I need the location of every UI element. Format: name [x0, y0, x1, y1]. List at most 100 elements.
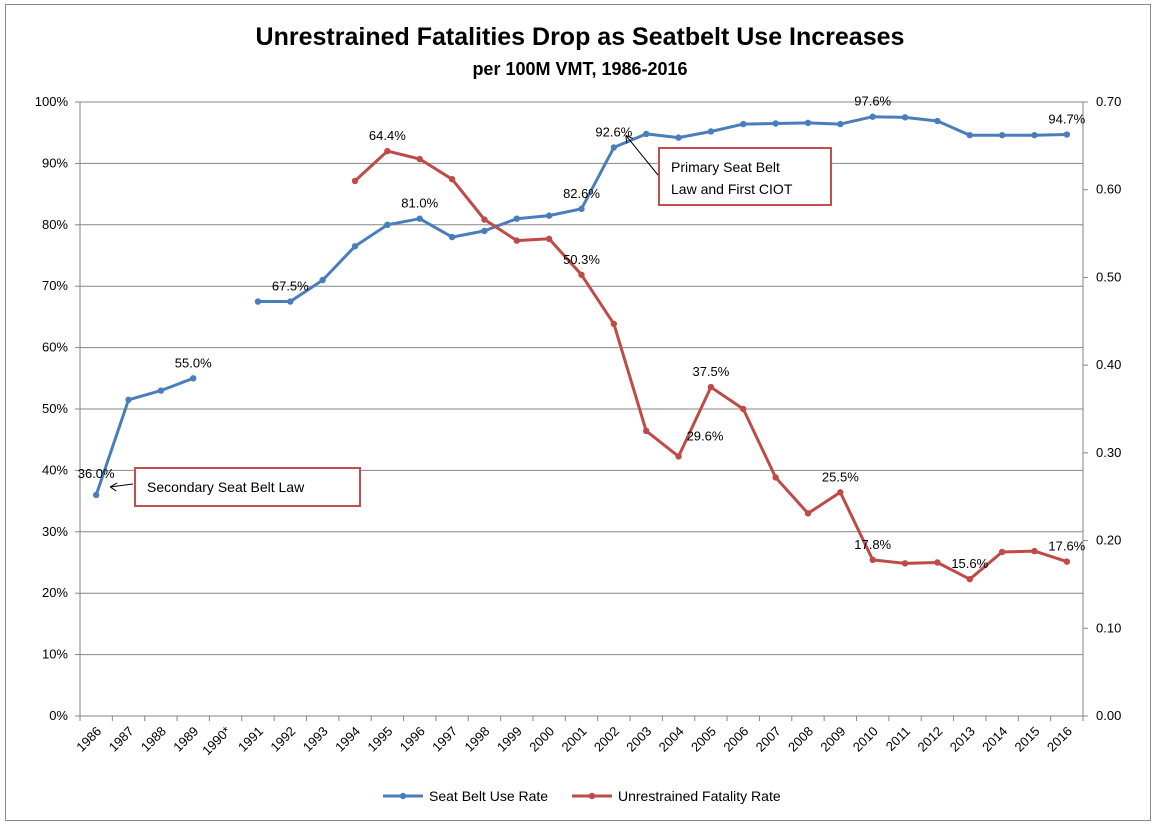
x-tick-label: 2011: [883, 724, 913, 754]
data-label: 55.0%: [175, 355, 212, 370]
y-right-tick-label: 0.30: [1096, 445, 1121, 460]
x-tick-label: 1993: [300, 724, 331, 755]
data-point: [1063, 131, 1071, 138]
data-point: [610, 144, 618, 151]
data-point: [707, 128, 715, 135]
data-point: [837, 489, 844, 496]
data-point: [966, 131, 973, 139]
series-line-0: [258, 115, 1067, 303]
series-line-0: [94, 376, 194, 496]
annotation-arrow: [625, 135, 659, 176]
x-tick-label: 2016: [1044, 724, 1075, 755]
data-label: 50.3%: [563, 252, 600, 267]
y-right-tick-label: 0.70: [1096, 94, 1121, 109]
y-left-tick-label: 80%: [42, 217, 68, 232]
x-tick-label: 1986: [73, 724, 104, 755]
data-point: [254, 298, 262, 305]
x-tick-label: 1988: [138, 724, 169, 755]
data-point: [643, 130, 650, 138]
data-point: [448, 175, 456, 183]
y-left-tick-label: 40%: [42, 462, 68, 477]
legend-label: Unrestrained Fatality Rate: [618, 788, 781, 804]
data-point: [804, 119, 812, 127]
legend-marker: [399, 792, 407, 800]
data-point: [675, 453, 682, 460]
data-point: [869, 556, 876, 564]
x-tick-label: 2012: [914, 724, 945, 755]
x-tick-label: 1994: [332, 724, 363, 755]
y-right-tick-label: 0.20: [1096, 533, 1121, 548]
data-point: [125, 396, 132, 403]
data-label: 81.0%: [401, 196, 438, 211]
data-label: 29.6%: [687, 428, 724, 443]
x-tick-label: 2001: [559, 724, 590, 755]
data-point: [513, 215, 520, 222]
x-tick-label: 1999: [494, 724, 525, 755]
data-label: 17.6%: [1048, 539, 1085, 554]
y-left-tick-label: 0%: [49, 708, 68, 723]
data-label: 25.5%: [822, 469, 859, 484]
data-point: [901, 114, 909, 121]
data-point: [416, 215, 423, 222]
data-point: [869, 113, 876, 120]
x-tick-label: 1989: [170, 724, 201, 755]
data-point: [319, 276, 326, 284]
data-label: 37.5%: [692, 364, 729, 379]
data-point: [416, 155, 423, 163]
x-tick-label: 1997: [429, 724, 460, 755]
y-left-tick-label: 90%: [42, 155, 68, 170]
x-tick-label: 2005: [688, 724, 719, 755]
y-left-tick-label: 30%: [42, 524, 68, 539]
y-right-tick-label: 0.00: [1096, 708, 1121, 723]
y-left-tick-label: 100%: [35, 94, 69, 109]
data-point: [287, 298, 294, 305]
data-point: [384, 221, 391, 228]
data-point: [1031, 131, 1038, 139]
x-tick-label: 2007: [753, 724, 784, 755]
data-point: [643, 427, 650, 435]
data-point: [190, 375, 197, 382]
x-tick-label: 2014: [979, 724, 1010, 755]
y-right-tick-label: 0.10: [1096, 620, 1121, 635]
chart-title: Unrestrained Fatalities Drop as Seatbelt…: [256, 23, 905, 51]
y-right-tick-label: 0.50: [1096, 269, 1121, 284]
data-point: [998, 548, 1006, 556]
data-point: [448, 233, 456, 241]
y-left-tick-label: 60%: [42, 340, 68, 355]
annotation-text: Primary Seat Belt: [671, 159, 780, 175]
data-point: [1063, 558, 1071, 565]
x-tick-label: 2010: [850, 724, 881, 755]
x-tick-label: 1996: [397, 724, 428, 755]
data-label: 17.8%: [854, 537, 891, 552]
data-point: [545, 235, 553, 243]
y-left-tick-label: 70%: [42, 278, 68, 293]
data-point: [772, 474, 779, 481]
data-point: [740, 120, 747, 128]
annotation-arrowhead: [109, 482, 118, 492]
x-tick-label: 1992: [267, 724, 298, 755]
data-point: [998, 131, 1006, 139]
data-point: [772, 120, 779, 127]
data-label: 15.6%: [951, 556, 988, 571]
data-point: [837, 120, 844, 128]
data-label: 94.7%: [1048, 112, 1085, 127]
x-tick-label: 2013: [947, 724, 978, 755]
data-point: [675, 134, 682, 141]
data-point: [740, 405, 747, 413]
data-point: [481, 227, 488, 235]
annotation-arrow: [110, 483, 134, 488]
data-point: [92, 491, 100, 499]
data-point: [804, 510, 812, 517]
data-point: [1031, 547, 1038, 555]
data-point: [934, 559, 941, 566]
annotation-box: [658, 147, 832, 206]
y-left-tick-label: 10%: [42, 647, 68, 662]
data-point: [157, 387, 165, 394]
data-label: 82.6%: [563, 186, 600, 201]
legend-label: Seat Belt Use Rate: [429, 788, 548, 804]
data-point: [934, 117, 941, 125]
chart-subtitle: per 100M VMT, 1986-2016: [472, 59, 687, 79]
y-right-tick-label: 0.60: [1096, 182, 1121, 197]
data-label: 67.5%: [272, 279, 309, 294]
x-tick-label: 1995: [364, 724, 395, 755]
